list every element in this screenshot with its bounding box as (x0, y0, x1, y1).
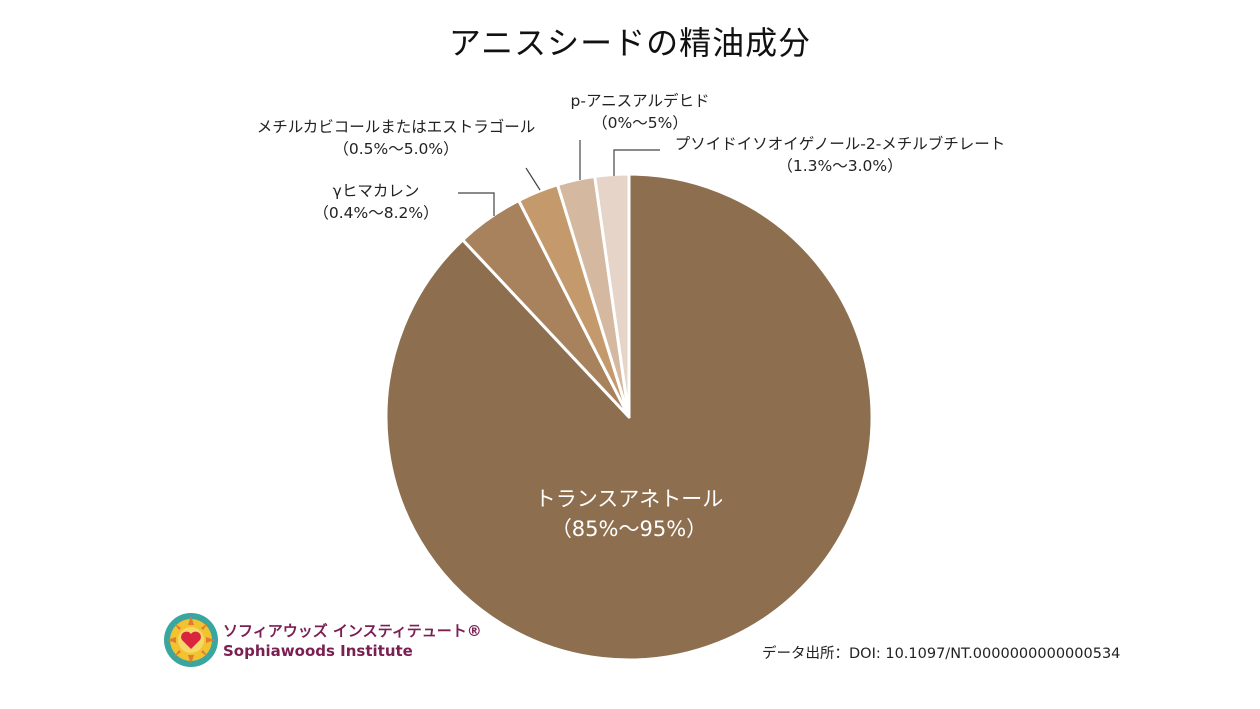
slice-name-0: トランスアネトール (534, 487, 724, 511)
slice-label-3: p-アニスアルデヒド （0%～5%） (550, 90, 730, 134)
slice-range-0: （85%～95%） (550, 517, 708, 541)
leader-line-2 (525, 167, 541, 191)
slice-name-2: メチルカビコールまたはエストラゴール (256, 118, 536, 136)
chart-title: アニスシードの精油成分 (448, 24, 812, 62)
logo-text-jp: ソフィアウッズ インスティテュート® (223, 622, 482, 640)
slice-name-3: p-アニスアルデヒド (570, 92, 710, 110)
slice-range-2: （0.5%～5.0%） (333, 140, 459, 158)
pie-slice-4 (593, 172, 631, 419)
slice-range-4: （1.3%～3.0%） (777, 157, 903, 175)
slice-name-4: プソイドイソオイゲノール-2-メチルブチレート (674, 135, 1006, 153)
institute-logo: ソフィアウッズ インスティテュート® Sophiawoods Institute (163, 612, 482, 672)
sun-heart-icon (164, 613, 218, 667)
slice-name-1: γヒマカレン (332, 182, 420, 200)
slice-range-3: （0%～5%） (592, 114, 688, 132)
slice-label-2: メチルカビコールまたはエストラゴール （0.5%～5.0%） (246, 116, 546, 160)
slice-label-4: プソイドイソオイゲノール-2-メチルブチレート （1.3%～3.0%） (662, 133, 1018, 177)
slice-range-1: （0.4%～8.2%） (313, 204, 439, 222)
data-source-note: データ出所：DOI: 10.1097/NT.0000000000000534 (762, 646, 1121, 662)
leader-line-4 (613, 149, 660, 176)
slice-label-0: トランスアネトール （85%～95%） (486, 484, 772, 544)
leader-line-1 (458, 192, 495, 216)
slice-label-1: γヒマカレン （0.4%～8.2%） (296, 180, 456, 224)
logo-text-en: Sophiawoods Institute (223, 642, 413, 660)
